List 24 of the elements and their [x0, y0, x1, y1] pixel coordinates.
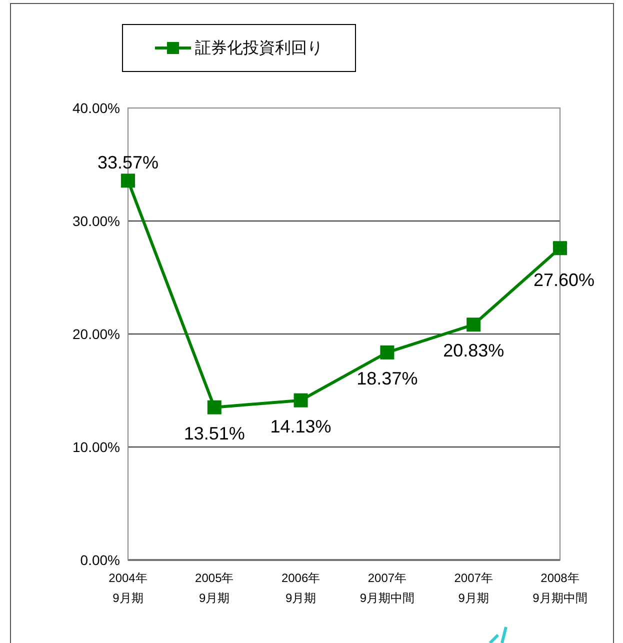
y-tick-label: 40.00%	[72, 100, 120, 116]
x-tick-label: 2007年 9月期中間	[360, 571, 415, 605]
y-tick-label: 10.00%	[72, 438, 120, 455]
point	[380, 345, 394, 360]
point	[466, 318, 481, 332]
y-tick-label: 30.00%	[72, 212, 120, 229]
point	[294, 393, 308, 408]
x-tick-label: 2004年 9月期	[108, 571, 148, 605]
y-tick-label: 20.00%	[72, 326, 120, 342]
text: 33.57%	[97, 152, 159, 173]
text: 13.51%	[184, 423, 245, 444]
text: 20.83%	[443, 340, 504, 361]
x-tick-label: 2005年 9月期	[195, 571, 234, 605]
point	[207, 400, 222, 414]
text: 27.60%	[533, 270, 595, 290]
x-tick-label: 2008年 9月期中間	[532, 571, 588, 605]
y-tick-label: 0.00%	[80, 552, 120, 568]
text: 18.37%	[356, 368, 418, 388]
x-tick-label: 2006年 9月期	[281, 571, 320, 605]
point	[121, 174, 135, 188]
x-tick-label: 2007年 9月期	[454, 571, 493, 605]
point	[553, 241, 567, 256]
legend-label: 証券化投資利回り	[195, 38, 323, 58]
text: 14.13%	[270, 416, 332, 436]
